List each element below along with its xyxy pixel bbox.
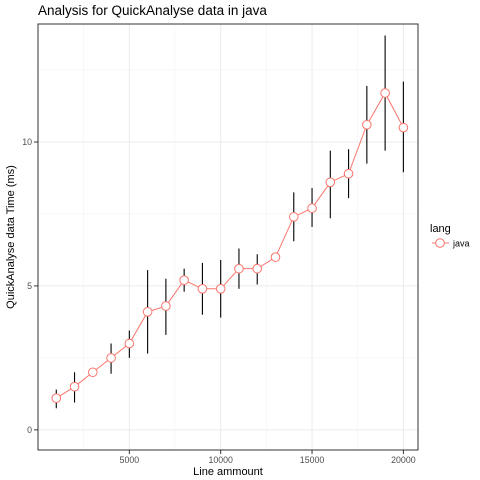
x-tick-label: 5000	[120, 455, 140, 465]
data-point	[142, 307, 153, 317]
data-point	[161, 301, 171, 311]
x-tick-label: 10000	[208, 455, 233, 465]
data-point	[252, 263, 263, 274]
x-tick-label: 20000	[391, 455, 416, 465]
data-point	[106, 353, 116, 363]
data-point	[288, 212, 299, 222]
x-axis: 5000 10000 15000 20000	[120, 450, 416, 465]
grid-minor	[38, 24, 418, 450]
data-point	[380, 88, 390, 98]
legend-label-java: java	[452, 239, 470, 249]
data-point	[343, 168, 354, 179]
legend-key-point	[435, 238, 445, 248]
y-tick-label: 0	[27, 425, 32, 435]
data-point	[325, 177, 336, 188]
data-points	[51, 88, 409, 403]
legend: lang java	[430, 223, 470, 249]
data-point	[51, 393, 62, 403]
data-point	[398, 122, 409, 133]
y-axis: 0 5 10	[22, 137, 38, 435]
data-point	[362, 119, 372, 130]
data-point	[69, 381, 80, 392]
data-point	[179, 275, 189, 285]
data-point	[88, 367, 98, 378]
y-axis-label: QuickAnalyse data Time (ms)	[5, 165, 17, 309]
data-point	[124, 338, 135, 349]
chart-title: Analysis for QuickAnalyse data in java	[38, 3, 267, 18]
x-tick-label: 15000	[300, 455, 325, 465]
legend-title: lang	[430, 223, 451, 235]
data-point	[215, 284, 226, 294]
y-tick-label: 5	[27, 281, 32, 291]
data-point	[307, 203, 317, 214]
plot-panel	[38, 24, 418, 450]
data-point	[197, 284, 208, 294]
data-point	[270, 252, 281, 262]
y-tick-label: 10	[22, 137, 32, 147]
data-point	[234, 263, 244, 274]
plot-border	[37, 23, 419, 451]
x-axis-label: Line ammount	[193, 466, 263, 478]
